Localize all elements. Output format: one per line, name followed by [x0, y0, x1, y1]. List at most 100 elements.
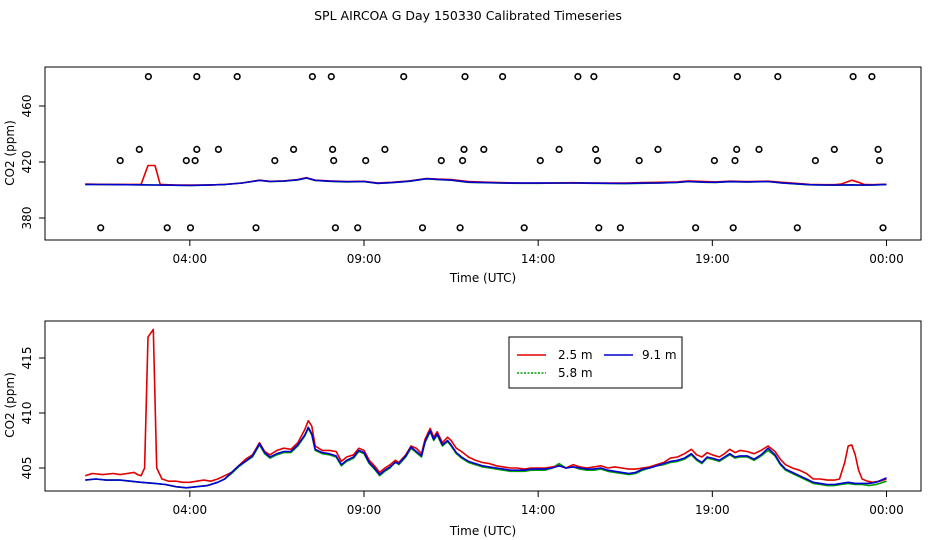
calibration-point — [480, 145, 488, 153]
x-tick-label: 04:00 — [173, 503, 208, 517]
x-tick-label: 00:00 — [869, 503, 904, 517]
calibration-point — [793, 224, 801, 232]
calibration-point — [868, 72, 876, 81]
calibration-point — [460, 145, 468, 153]
calibration-point — [233, 72, 241, 81]
calibration-point — [879, 224, 887, 232]
calibration-point — [874, 145, 882, 153]
calibration-point — [520, 224, 528, 232]
page-title: SPL AIRCOA G Day 150330 Calibrated Times… — [314, 8, 622, 23]
bottom-panel: 405 410 415 04:00 09:00 14:00 19:00 00:00 Time… — [3, 320, 922, 538]
bottom-y-axis: 405 410 415 — [20, 347, 46, 480]
calibration-point — [461, 72, 469, 81]
x-tick-label: 04:00 — [173, 252, 208, 266]
calibration-point — [616, 224, 625, 232]
top-y-axis-label: CO2 (ppm) — [3, 120, 17, 186]
calibration-point — [271, 157, 279, 165]
calibration-point — [116, 157, 124, 165]
calibration-point — [729, 224, 737, 232]
calibration-point — [193, 145, 201, 153]
calibration-point — [591, 145, 600, 153]
bottom-x-axis: 04:00 09:00 14:00 19:00 00:00 — [173, 490, 904, 517]
calibration-point — [849, 72, 857, 81]
calibration-point — [499, 72, 507, 81]
calibration-point — [182, 157, 190, 165]
y-tick-label: 420 — [20, 151, 34, 174]
calibration-point — [331, 224, 340, 232]
top-x-axis-label: Time (UTC) — [449, 271, 516, 285]
calibration-point — [329, 145, 337, 153]
series-line-9-1-m — [85, 177, 887, 187]
calibration-point — [536, 157, 544, 165]
calibration-point — [555, 145, 563, 153]
calibration-point — [400, 72, 408, 81]
calibration-point — [731, 157, 739, 165]
x-tick-label: 19:00 — [695, 252, 730, 266]
y-tick-label: 380 — [20, 207, 34, 230]
legend: 2.5 m 9.1 m 5.8 m — [508, 336, 683, 389]
x-tick-label: 09:00 — [347, 252, 382, 266]
calibration-point — [193, 72, 201, 81]
series-line-9-1-m — [85, 426, 887, 489]
calibration-point — [135, 145, 143, 153]
calibration-point — [635, 157, 643, 165]
legend-label-2-5m: 2.5 m — [558, 348, 593, 362]
top-x-axis: 04:00 09:00 14:00 19:00 00:00 — [173, 239, 904, 266]
calibration-point — [456, 224, 464, 232]
calibration-point — [186, 224, 195, 232]
top-y-axis: 380 420 460 — [20, 95, 46, 230]
calibration-point — [354, 224, 362, 232]
calibration-point — [290, 145, 298, 153]
calibration-point — [811, 157, 820, 165]
calibration-point — [381, 145, 389, 153]
calibration-point — [774, 72, 782, 81]
bottom-series-lines — [85, 328, 887, 489]
calibration-point — [327, 72, 335, 81]
series-line-5-8-m — [85, 427, 887, 489]
bottom-x-axis-label: Time (UTC) — [449, 524, 516, 538]
calibration-point — [163, 224, 171, 232]
calibration-point — [710, 157, 719, 165]
y-tick-label: 460 — [20, 95, 34, 118]
top-series-lines — [85, 164, 887, 187]
calibration-point — [330, 157, 338, 165]
calibration-point — [308, 72, 317, 81]
calibration-point — [875, 157, 884, 165]
calibration-point — [595, 224, 603, 232]
x-tick-label: 09:00 — [347, 503, 382, 517]
top-calibration-points — [97, 72, 887, 232]
calibration-point — [362, 157, 370, 165]
calibration-point — [733, 72, 742, 81]
calibration-point — [418, 224, 427, 232]
calibration-point — [144, 72, 152, 81]
bottom-y-axis-label: CO2 (ppm) — [3, 372, 17, 438]
legend-label-9-1m: 9.1 m — [642, 348, 677, 362]
legend-box — [508, 336, 683, 389]
calibration-point — [252, 224, 260, 232]
calibration-point — [97, 224, 105, 232]
calibration-point — [593, 157, 602, 165]
calibration-point — [673, 72, 681, 81]
y-tick-label: 415 — [20, 347, 34, 370]
calibration-point — [459, 157, 467, 165]
x-tick-label: 19:00 — [695, 503, 730, 517]
calibration-point — [755, 145, 763, 153]
y-tick-label: 405 — [20, 457, 34, 480]
legend-label-5-8m: 5.8 m — [558, 366, 593, 380]
calibration-point — [654, 145, 662, 153]
y-tick-label: 410 — [20, 402, 34, 425]
top-plot-frame — [44, 66, 922, 241]
calibration-point — [574, 72, 582, 81]
x-tick-label: 14:00 — [521, 252, 556, 266]
calibration-point — [437, 157, 445, 165]
calibration-point — [191, 157, 199, 165]
calibration-point — [830, 145, 838, 153]
calibration-point — [691, 224, 700, 232]
x-tick-label: 14:00 — [521, 503, 556, 517]
calibration-point — [214, 145, 222, 153]
top-panel: 380 420 460 04:00 09:00 14:00 19:00 00:00 Time… — [3, 66, 922, 285]
x-tick-label: 00:00 — [869, 252, 904, 266]
series-line-2-5-m — [85, 328, 887, 484]
calibration-point — [590, 72, 598, 81]
